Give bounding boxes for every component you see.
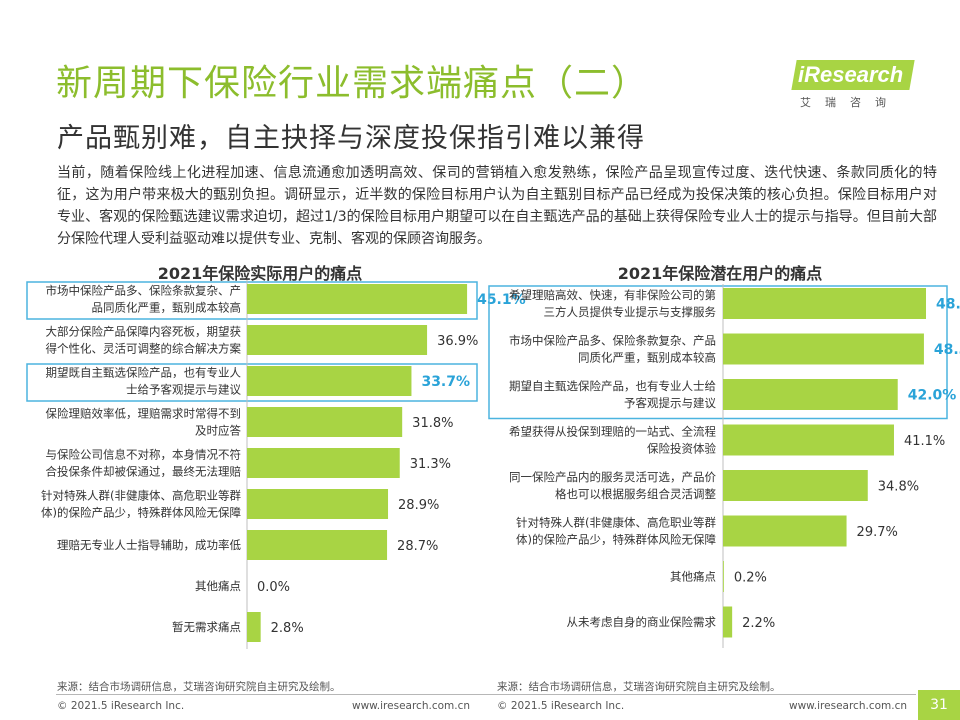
footer-divider [56,694,916,695]
logo-cn-text: 艾瑞咨询 [800,96,900,109]
category-label-left-4-0: 与保险公司信息不对称，本身情况不符 [46,448,242,462]
iresearch-logo: iResearch 艾瑞咨询 [788,50,918,109]
value-label-right-6: 0.2% [734,571,767,586]
value-label-left-2: 33.7% [421,374,470,390]
value-label-right-2: 42.0% [908,388,957,404]
value-label-left-7: 0.0% [257,580,290,595]
category-label-left-7-0: 其他痛点 [195,579,241,593]
bar-left-1 [247,325,428,355]
bar-right-5 [723,515,847,547]
value-label-left-6: 28.7% [397,539,438,554]
category-label-left-4-1: 合投保条件却被保通过，最终无法理赔 [46,465,242,479]
chart-left-title: 2021年保险实际用户的痛点 [157,264,363,283]
value-label-right-1: 48.3% [934,342,960,358]
category-label-right-0-0: 希望理赔高效、快速，有非保险公司的第 [509,288,716,302]
source-left: 来源：结合市场调研信息，艾瑞咨询研究院自主研究及绘制。 [57,681,341,693]
bar-right-3 [723,424,894,456]
highlight-box-left-1 [26,363,478,402]
category-label-right-0-1: 三方人员提供专业提示与支撑服务 [544,305,717,319]
category-label-right-7-0: 从未考虑自身的商业保险需求 [567,615,717,629]
bar-right-1 [723,333,924,365]
value-label-right-7: 2.2% [742,616,775,631]
category-label-left-2-0: 期望既自主甄选保险产品，也有专业人 [46,366,242,380]
category-label-right-5-1: 体)的保险产品少，特殊群体风险无保障 [516,533,716,547]
logo-text: iResearch [798,62,904,87]
bar-right-2 [723,379,898,410]
category-label-right-1-0: 市场中保险产品多、保险条款复杂、产品 [509,334,716,348]
value-label-right-3: 41.1% [904,434,945,449]
category-label-right-4-0: 同一保险产品内的服务灵活可选，产品价 [509,470,716,484]
category-label-left-1-1: 得个性化、灵活可调整的综合解决方案 [46,342,242,356]
bar-left-6 [247,530,388,560]
source-right: 来源：结合市场调研信息，艾瑞咨询研究院自主研究及绘制。 [497,681,781,693]
page-subtitle: 产品甄别难，自主抉择与深度投保指引难以兼得 [57,123,645,154]
bar-right-4 [723,470,868,501]
highlight-box-left-0 [26,281,478,320]
value-label-left-4: 31.3% [410,457,451,472]
bar-right-0 [723,288,927,319]
category-label-right-1-1: 同质化严重，甄别成本较高 [578,351,716,365]
bar-left-8 [247,612,261,642]
category-label-left-5-0: 针对特殊人群(非健康体、高危职业等群 [41,489,241,503]
category-label-left-5-1: 体)的保险产品少，特殊群体风险无保障 [41,506,241,520]
category-label-left-8-0: 暂无需求痛点 [172,620,241,634]
bar-right-7 [723,606,733,638]
category-label-right-5-0: 针对特殊人群(非健康体、高危职业等群 [516,516,716,530]
category-label-right-2-0: 期望自主甄选保险产品，也有专业人士给 [509,379,716,393]
page-number: 31 [918,690,960,720]
bar-left-5 [247,489,389,519]
category-label-right-3-1: 保险投资体验 [647,442,716,456]
footer-url-right: www.iresearch.com.cn [789,700,908,712]
highlight-box-right-0 [488,285,948,420]
category-label-right-2-1: 予客观提示与建议 [624,396,716,410]
category-label-left-3-1: 及时应答 [195,424,241,438]
footer-copyright-right: © 2021.5 iResearch Inc. [497,700,625,712]
footer-url-left: www.iresearch.com.cn [352,700,471,712]
value-label-right-4: 34.8% [878,480,919,495]
bar-left-3 [247,407,403,437]
value-label-right-0: 48.8% [936,297,960,313]
value-label-left-8: 2.8% [271,621,304,636]
value-label-right-5: 29.7% [857,525,898,540]
category-label-left-0-0: 市场中保险产品多、保险条款复杂、产 [46,284,242,298]
category-label-left-6-0: 理赔无专业人士指导辅助，成功率低 [57,538,241,552]
intro-paragraph: 当前，随着保险线上化进程加速、信息流通愈加透明高效、保司的营销植入愈发熟练，保险… [57,165,937,247]
category-label-left-0-1: 品同质化严重，甄别成本较高 [92,301,242,315]
page-title: 新周期下保险行业需求端痛点（二） [56,63,649,104]
category-label-left-1-0: 大部分保险产品保障内容死板，期望获 [46,325,242,339]
value-label-left-3: 31.8% [412,416,453,431]
category-label-right-4-1: 格也可以根据服务组合灵活调整 [555,487,716,501]
value-label-left-1: 36.9% [437,334,478,349]
bar-left-4 [247,448,400,478]
bar-left-2 [247,366,412,396]
chart-right-title: 2021年保险潜在用户的痛点 [617,264,823,283]
category-label-left-2-1: 士给予客观提示与建议 [126,383,241,397]
value-label-left-5: 28.9% [398,498,439,513]
category-label-left-3-0: 保险理赔效率低，理赔需求时常得不到 [46,407,242,421]
bar-right-6 [723,561,724,592]
footer-copyright-left: © 2021.5 iResearch Inc. [57,700,185,712]
category-label-right-6-0: 其他痛点 [670,570,716,584]
category-label-right-3-0: 希望获得从投保到理赔的一站式、全流程 [509,425,716,439]
bar-left-0 [247,284,468,314]
